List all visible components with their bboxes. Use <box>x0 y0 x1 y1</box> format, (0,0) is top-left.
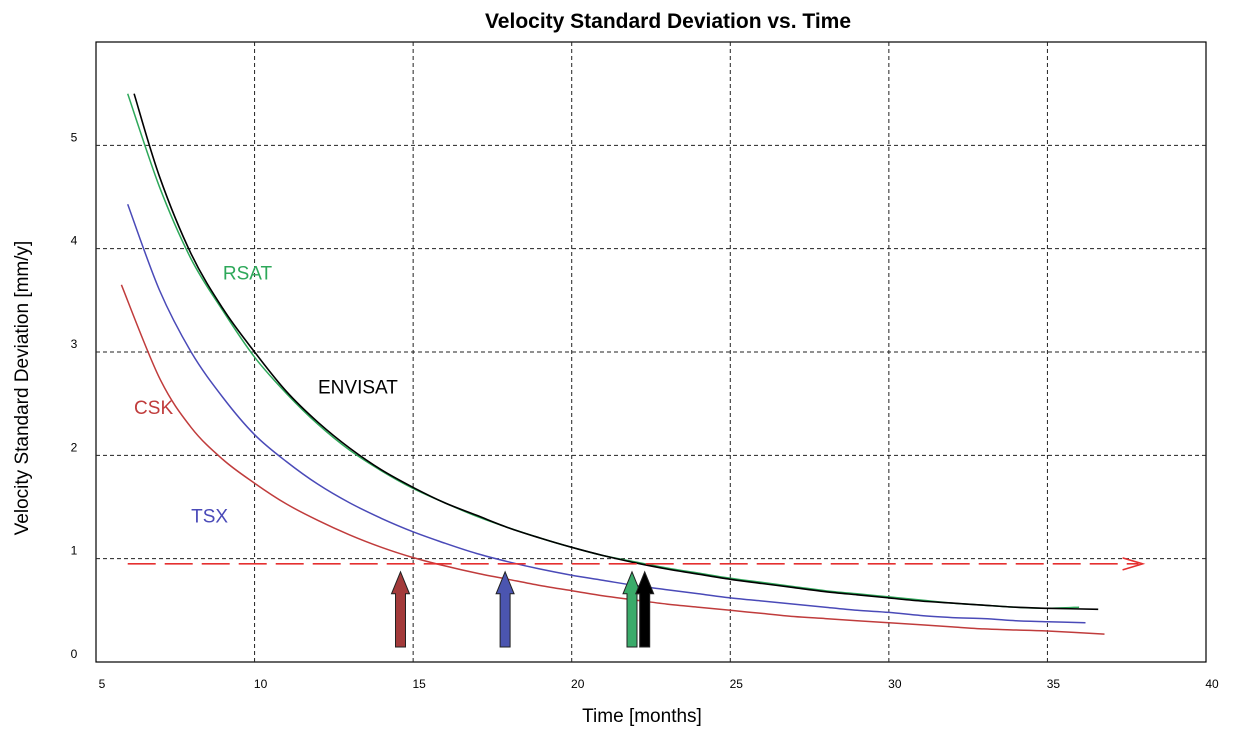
arrow-rsat <box>622 570 642 648</box>
x-tick-label: 40 <box>1205 677 1219 691</box>
y-tick-label: 0 <box>71 647 78 661</box>
threshold-arrowhead <box>1122 557 1146 571</box>
arrow-envisat <box>634 570 655 648</box>
plot-area: 5 10 15 20 25 30 35 40 0 1 2 3 4 5 RSAT ENVISAT CSK TSX <box>71 41 1219 691</box>
y-tick-label: 1 <box>71 544 78 558</box>
y-tick-label: 3 <box>71 337 78 351</box>
arrow-csk <box>390 570 411 648</box>
y-tick-label: 2 <box>71 440 78 454</box>
x-tick-label: 30 <box>888 677 902 691</box>
x-tick-label: 20 <box>571 677 585 691</box>
x-tick-label: 35 <box>1047 677 1061 691</box>
x-tick-label: 25 <box>730 677 744 691</box>
x-tick-label: 5 <box>99 677 106 691</box>
series-label-tsx: TSX <box>191 507 228 528</box>
chart-title: Velocity Standard Deviation vs. Time <box>485 10 851 33</box>
series-line-csk <box>120 284 1105 635</box>
y-tick-label: 4 <box>71 234 78 248</box>
series-line-tsx <box>126 203 1086 624</box>
y-axis-label: Velocity Standard Deviation [mm/y] <box>12 241 33 536</box>
x-tick-label: 10 <box>254 677 268 691</box>
series-label-rsat: RSAT <box>223 264 273 285</box>
series-label-csk: CSK <box>134 398 173 419</box>
x-tick-label: 15 <box>412 677 426 691</box>
series-line-envisat <box>133 93 1099 611</box>
arrow-tsx <box>495 570 515 648</box>
series-label-envisat: ENVISAT <box>318 377 398 398</box>
series-line-rsat <box>126 93 1080 610</box>
y-tick-label: 5 <box>71 130 78 144</box>
x-axis-label: Time [months] <box>582 706 702 727</box>
